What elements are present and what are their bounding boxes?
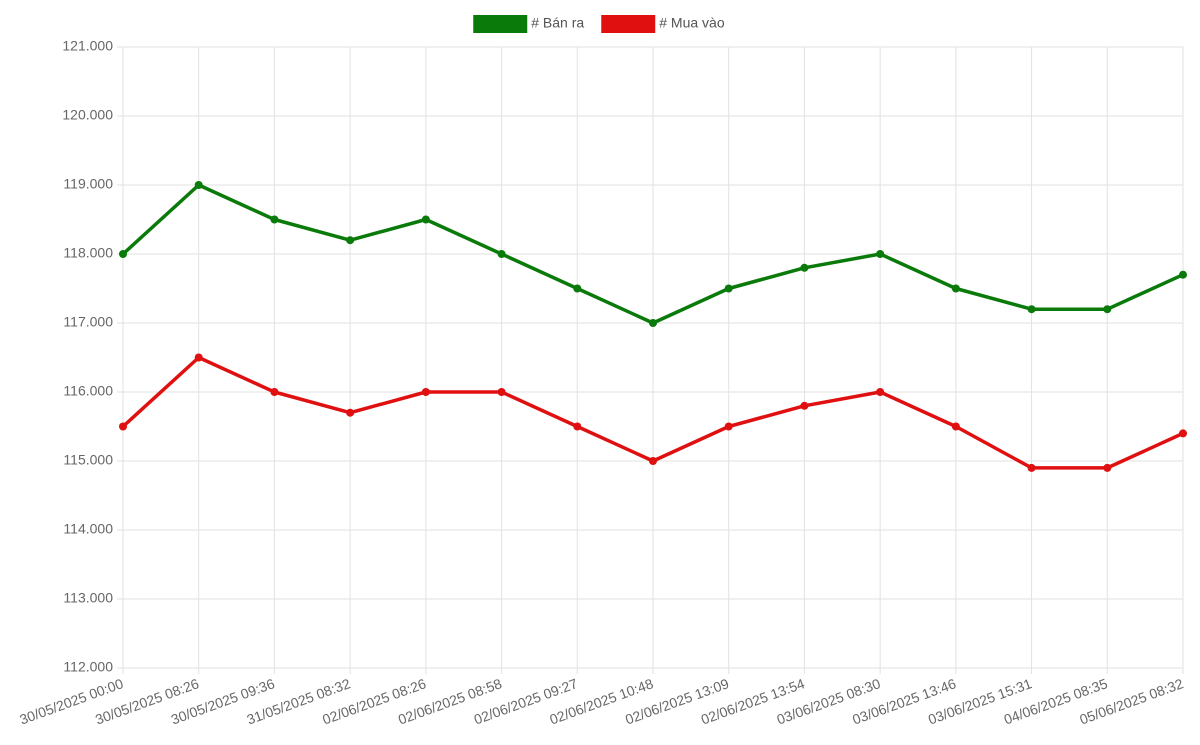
point (1179, 429, 1187, 438)
point (497, 388, 506, 396)
point (194, 181, 203, 189)
point (1027, 305, 1036, 314)
legend-item[interactable]: # Bán ra (473, 15, 584, 33)
y-tick-label: 115.000 (63, 452, 113, 468)
point (649, 319, 657, 327)
point (800, 263, 809, 272)
y-tick-label: 118.000 (63, 245, 113, 261)
y-tick-label: 119.000 (63, 176, 113, 192)
point (876, 250, 885, 258)
point (421, 388, 430, 396)
legend-swatch (601, 15, 656, 33)
point (800, 401, 809, 410)
point (346, 236, 355, 245)
point (421, 215, 430, 224)
y-tick-label: 117.000 (63, 314, 113, 330)
legend-label: # Mua vào (659, 15, 725, 31)
y-tick-label: 116.000 (63, 383, 113, 399)
point (1027, 463, 1036, 472)
legend-swatch (473, 15, 528, 33)
point (1179, 270, 1187, 279)
y-tick-label: 112.000 (63, 659, 113, 675)
point (1103, 305, 1112, 314)
point (573, 284, 582, 293)
point (270, 215, 279, 224)
point (724, 422, 733, 431)
point (951, 422, 960, 431)
point (346, 408, 355, 417)
point (270, 388, 279, 396)
point (724, 284, 733, 293)
y-tick-label: 120.000 (62, 107, 113, 123)
legend-label: # Bán ra (531, 15, 584, 31)
legend-item[interactable]: # Mua vào (601, 15, 725, 33)
point (951, 284, 960, 293)
point (573, 422, 582, 431)
y-tick-label: 114.000 (63, 521, 113, 537)
point (119, 250, 127, 258)
point (119, 422, 127, 431)
y-tick-label: 113.000 (63, 590, 113, 606)
point (497, 250, 506, 258)
point (649, 457, 657, 465)
point (194, 353, 203, 362)
point (876, 388, 885, 396)
y-tick-label: 121.000 (62, 38, 113, 54)
point (1103, 463, 1112, 472)
